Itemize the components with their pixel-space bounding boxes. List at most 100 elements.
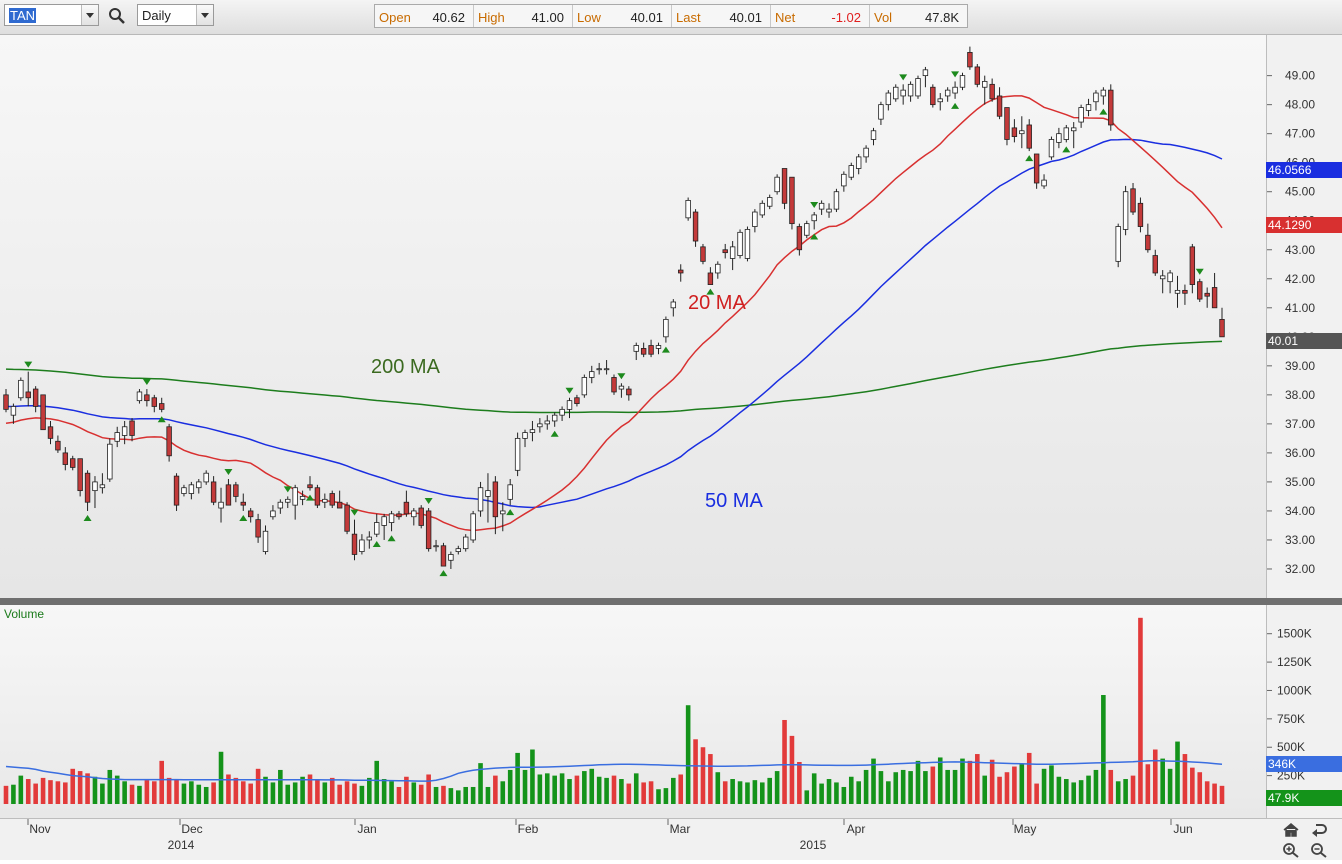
- candle-body: [166, 426, 172, 457]
- period-select[interactable]: Daily: [142, 8, 171, 23]
- candle-body: [92, 481, 98, 492]
- symbol-combo[interactable]: TAN: [4, 4, 99, 26]
- candle-body: [833, 191, 840, 210]
- price-tick-label: 42.00: [1285, 272, 1315, 286]
- candle-body: [1145, 234, 1151, 251]
- pivot-low-marker: [1099, 108, 1108, 115]
- volume-bar: [218, 751, 224, 804]
- volume-bar: [1190, 767, 1195, 804]
- volume-bar: [915, 760, 921, 804]
- candle-body: [470, 513, 476, 541]
- candle-body: [1130, 188, 1136, 213]
- volume-bar: [352, 783, 357, 804]
- volume-bar: [18, 775, 24, 804]
- volume-bar: [1123, 779, 1128, 804]
- quote-vol-value: 47.8K: [925, 10, 959, 25]
- quote-last: Last 40.01: [672, 5, 771, 27]
- candle-body: [1108, 89, 1114, 126]
- candle-body: [144, 394, 150, 402]
- candle-body: [292, 487, 298, 506]
- volume-bar: [789, 735, 795, 804]
- candle-body: [1063, 127, 1069, 140]
- candle-body: [744, 229, 751, 259]
- volume-bar: [240, 781, 246, 804]
- candle-body: [285, 498, 291, 503]
- candle-body: [277, 501, 284, 509]
- candle-body: [492, 481, 499, 518]
- price-tick-label: 32.00: [1285, 562, 1315, 576]
- volume-bar: [278, 769, 283, 804]
- pivot-low-marker: [550, 430, 559, 437]
- volume-bar: [559, 773, 565, 804]
- volume-chart-panel[interactable]: Volume: [0, 605, 1266, 818]
- zoom-out-icon[interactable]: [1310, 842, 1328, 858]
- volume-bar: [1063, 779, 1069, 804]
- volume-bar: [989, 759, 995, 804]
- volume-bar: [1182, 754, 1188, 804]
- pivot-low-marker: [951, 102, 960, 109]
- zoom-in-icon[interactable]: [1282, 842, 1300, 858]
- volume-bar: [1034, 783, 1039, 804]
- candle-body: [62, 452, 69, 465]
- symbol-input[interactable]: TAN: [9, 8, 37, 23]
- volume-bar: [418, 784, 424, 804]
- volume-bar: [285, 784, 291, 804]
- candle-body: [855, 156, 862, 169]
- home-icon[interactable]: [1282, 822, 1300, 838]
- pivot-high-marker: [424, 498, 433, 505]
- volume-bar: [1056, 776, 1062, 804]
- candle-body: [989, 83, 995, 100]
- volume-bar: [63, 782, 68, 804]
- price-chart[interactable]: [0, 35, 1266, 598]
- candle-body: [233, 484, 239, 497]
- panel-divider[interactable]: [0, 598, 1342, 605]
- pivot-high-marker: [142, 379, 151, 386]
- pivot-low-marker: [372, 541, 381, 548]
- volume-bar: [493, 775, 498, 804]
- candle-body: [203, 472, 209, 483]
- candle-body: [1011, 127, 1018, 137]
- candle-body: [818, 202, 825, 210]
- month-label: Apr: [847, 822, 866, 836]
- last-price-tag: 40.01: [1266, 333, 1342, 349]
- volume-bar: [300, 776, 305, 804]
- volume-bar: [359, 785, 365, 804]
- candle-body: [566, 400, 573, 410]
- candle-body: [752, 211, 758, 227]
- pivot-low-marker: [706, 288, 715, 295]
- symbol-dropdown-arrow[interactable]: [81, 5, 98, 25]
- pivot-low-marker: [1025, 155, 1034, 162]
- candle-body: [403, 501, 410, 515]
- pivot-low-marker: [439, 570, 448, 577]
- candle-body: [366, 536, 373, 541]
- volume-bar: [381, 779, 387, 804]
- volume-bar: [1108, 769, 1114, 804]
- volume-bar: [997, 776, 1002, 804]
- price-tick-label: 43.00: [1285, 243, 1315, 257]
- candle-body: [388, 513, 395, 523]
- search-icon[interactable]: [106, 6, 128, 26]
- volume-axis: 250K 500K 750K 1000K 1250K 1500K: [1266, 605, 1342, 818]
- volume-bar: [1160, 758, 1165, 804]
- candle-body: [485, 490, 491, 497]
- candle-body: [225, 484, 232, 506]
- candle-body: [663, 319, 669, 338]
- volume-bar: [307, 774, 313, 804]
- candle-body: [514, 437, 521, 471]
- volume-bar: [945, 769, 950, 804]
- volume-bar: [463, 786, 469, 804]
- volume-chart[interactable]: [0, 605, 1266, 818]
- pivot-high-marker: [565, 387, 574, 394]
- candle-body: [715, 263, 721, 274]
- period-dropdown-arrow[interactable]: [196, 5, 213, 25]
- candle-body: [107, 443, 113, 480]
- volume-bar: [337, 784, 342, 804]
- volume-bar: [923, 771, 928, 804]
- undo-icon[interactable]: [1310, 822, 1328, 838]
- volume-bar: [856, 781, 861, 804]
- volume-bar: [248, 783, 253, 804]
- candle-body: [626, 388, 632, 396]
- volume-bar: [737, 781, 743, 804]
- period-combo[interactable]: Daily: [137, 4, 214, 26]
- price-chart-panel[interactable]: 200 MA 20 MA 50 MA: [0, 35, 1266, 598]
